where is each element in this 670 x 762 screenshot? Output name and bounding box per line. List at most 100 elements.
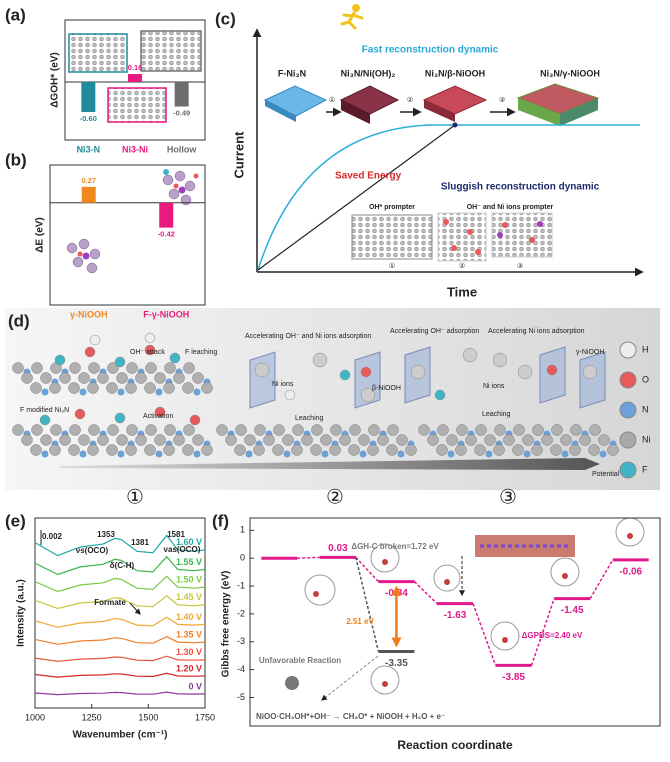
spectrum-line <box>34 655 206 662</box>
ni-atom <box>320 434 332 446</box>
ni-atom <box>358 434 370 446</box>
atom <box>492 352 508 368</box>
annotation: 2.51 eV <box>346 617 374 626</box>
y-tick-label: 0 <box>240 553 245 563</box>
n-atom <box>79 450 87 458</box>
ni-atom <box>144 444 156 456</box>
schematic-label: F leaching <box>185 349 217 356</box>
y-axis-label: Current <box>231 131 246 179</box>
legend-label: O <box>642 374 649 384</box>
n-atom <box>117 450 125 458</box>
x-axis-label: Time <box>447 284 477 299</box>
x-tick-label: F-γ-NiOOH <box>143 309 189 319</box>
annotation: 0.002 <box>42 532 63 541</box>
n-atom <box>41 388 49 396</box>
n-atom <box>245 450 253 458</box>
x-tick-label: 1750 <box>195 712 215 722</box>
fast-title: Fast reconstruction dynamic <box>362 45 499 56</box>
n-atom <box>397 450 405 458</box>
ni-atom <box>88 424 100 436</box>
ni-atom <box>97 434 109 446</box>
ni-atom <box>456 424 468 436</box>
ni-atom <box>59 372 71 384</box>
series-label: 1.60 V <box>176 537 202 547</box>
connector <box>530 598 555 666</box>
plot-frame <box>49 164 206 306</box>
ni-atom <box>40 434 52 446</box>
ni-atom <box>387 424 399 436</box>
value-label: -3.35 <box>385 658 408 669</box>
schematic-label: OH⁻ attack <box>130 349 165 356</box>
schematic-label: γ-NiOOH <box>576 349 604 356</box>
ni-atom <box>69 424 81 436</box>
plot-frame <box>64 19 206 141</box>
connector <box>355 557 380 652</box>
ni-atom <box>183 424 195 436</box>
ni-atom <box>367 444 379 456</box>
atom <box>360 366 372 378</box>
series-label: 1.40 V <box>176 612 202 622</box>
legend-label: F <box>642 464 648 474</box>
ni-atom <box>125 382 137 394</box>
ni-atom <box>12 424 24 436</box>
ni-atom <box>164 424 176 436</box>
ni-atom <box>40 372 52 384</box>
n-atom <box>41 450 49 458</box>
series-label: 0 V <box>188 681 202 691</box>
legend-label: N <box>642 404 649 414</box>
panel-label: (e) <box>5 511 26 530</box>
x-tick-label: 1500 <box>138 712 158 722</box>
legend-swatch <box>619 461 637 479</box>
ni-atom <box>522 434 534 446</box>
annotation: Unfavorable Reaction <box>259 656 341 665</box>
annotation: 1581 <box>167 530 185 539</box>
x-tick-label: 1000 <box>25 712 45 722</box>
step-number: ③ <box>499 486 517 508</box>
ni-atom <box>405 444 417 456</box>
x-axis-label: Wavenumber (cm⁻¹) <box>73 730 168 741</box>
spectrum-line <box>34 534 206 557</box>
atom <box>89 334 101 346</box>
atom <box>546 364 558 376</box>
ni-atom <box>78 372 90 384</box>
y-tick-label: -4 <box>237 664 245 674</box>
ni-atom <box>49 382 61 394</box>
ni-atom <box>349 424 361 436</box>
ni-atom <box>154 372 166 384</box>
value-label: -0.06 <box>619 567 642 578</box>
ni-atom <box>145 424 157 436</box>
atom <box>169 352 181 364</box>
plot-frame <box>249 517 661 727</box>
n-atom <box>193 450 201 458</box>
annotation: ΔGH-C broken=1.72 eV <box>351 542 439 551</box>
atom <box>312 352 328 368</box>
x-tick-label: 1250 <box>82 712 102 722</box>
atom <box>462 347 478 363</box>
ni-atom <box>541 434 553 446</box>
y-axis-label: Gibbs free energy (eV) <box>221 571 232 678</box>
bar <box>81 186 96 203</box>
ni-atom <box>163 382 175 394</box>
annotation: δ(C-H) <box>110 561 135 570</box>
ni-atom <box>125 444 137 456</box>
connector <box>472 603 497 666</box>
x-tick-label: Ni3-N <box>77 144 101 154</box>
ni-atom <box>69 362 81 374</box>
ni-atom <box>465 434 477 446</box>
stage-label: F-Ni₃N <box>278 68 306 78</box>
crystal <box>560 98 598 126</box>
ni-atom <box>135 372 147 384</box>
ni-atom <box>21 372 33 384</box>
annotation: 1381 <box>131 538 149 547</box>
legend-label: Ni <box>642 434 651 444</box>
atom <box>54 354 66 366</box>
ni-atom <box>107 362 119 374</box>
ni-atom <box>135 434 147 446</box>
legend-swatch <box>619 431 637 449</box>
ni-atom <box>560 434 572 446</box>
legend-swatch <box>619 341 637 359</box>
n-atom <box>321 450 329 458</box>
x-tick-label: Ni3-Ni <box>122 144 148 154</box>
ni-atom <box>116 372 128 384</box>
n-atom <box>155 388 163 396</box>
